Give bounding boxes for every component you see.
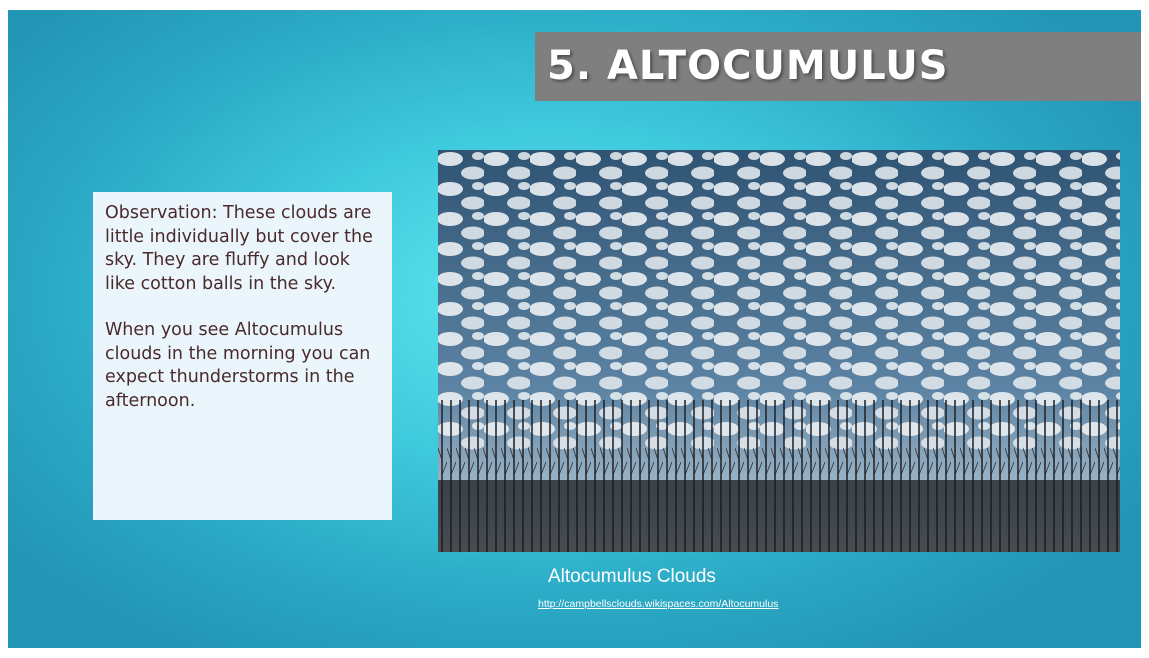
slide-title: 5. ALTOCUMULUS xyxy=(535,32,1141,101)
cloud-photo xyxy=(438,150,1120,552)
image-caption: Altocumulus Clouds xyxy=(548,566,716,588)
source-link[interactable]: http://campbellsclouds.wikispaces.com/Al… xyxy=(538,598,778,610)
slide: 5. ALTOCUMULUS Observation: These clouds… xyxy=(8,10,1141,648)
paragraph: Observation: These clouds are little ind… xyxy=(105,202,380,296)
text-box: Observation: These clouds are little ind… xyxy=(93,192,392,520)
ground xyxy=(438,480,1120,552)
page: 5. ALTOCUMULUS Observation: These clouds… xyxy=(0,0,1149,658)
paragraph: When you see Altocumulus clouds in the m… xyxy=(105,319,380,413)
